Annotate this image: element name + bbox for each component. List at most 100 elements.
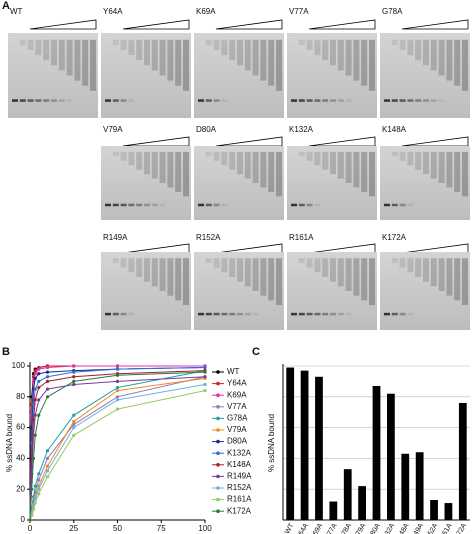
data-point	[72, 433, 76, 437]
data-point	[33, 372, 37, 376]
legend-marker	[216, 370, 220, 374]
bar	[286, 367, 295, 520]
shift-smear	[369, 39, 375, 91]
free-band	[345, 312, 352, 316]
shift-smear	[151, 258, 158, 287]
shift-smear	[276, 258, 282, 306]
data-point	[72, 382, 76, 387]
shift-smear	[58, 39, 65, 71]
data-point	[203, 382, 207, 387]
shift-smear	[221, 39, 228, 56]
shift-smear	[268, 258, 275, 301]
bar	[401, 453, 410, 520]
free-band	[213, 99, 220, 102]
shift-smear	[120, 39, 127, 50]
data-point	[37, 367, 41, 371]
bar	[387, 393, 395, 520]
free-band	[384, 203, 390, 207]
shift-smear	[159, 39, 166, 76]
free-band	[314, 312, 321, 316]
shift-smear	[423, 258, 429, 282]
data-point	[45, 449, 50, 453]
shift-smear	[112, 151, 119, 157]
data-point	[37, 472, 41, 476]
legend-marker	[216, 463, 220, 467]
y-tick-label: 100	[12, 361, 26, 370]
shift-smear	[322, 258, 329, 277]
legend-label: K69A	[227, 390, 247, 399]
x-tick-label: K69A	[310, 522, 325, 534]
free-band	[384, 99, 390, 102]
concentration-wedge	[308, 19, 376, 30]
free-band	[58, 99, 65, 102]
shift-smear	[337, 151, 344, 179]
shift-smear	[167, 39, 174, 81]
free-band	[384, 312, 390, 316]
free-band	[120, 203, 127, 207]
legend-marker	[216, 428, 220, 432]
concentration-wedge	[122, 243, 190, 254]
legend-marker	[216, 486, 220, 490]
gel-label: K69A	[196, 7, 216, 16]
free-band	[330, 312, 336, 316]
shift-smear	[260, 258, 267, 296]
free-band	[314, 203, 321, 207]
x-tick-label: K172A	[452, 522, 469, 534]
free-band	[291, 99, 297, 102]
free-band	[415, 99, 422, 102]
data-point	[45, 395, 50, 399]
y-axis-label: % ssDNA bound	[267, 414, 276, 472]
x-tick-label: G78A	[338, 522, 353, 534]
data-point	[115, 385, 120, 390]
x-tick-label: WT	[284, 522, 296, 534]
free-band	[252, 312, 259, 316]
shift-smear	[175, 258, 182, 301]
data-point	[115, 379, 120, 383]
gel-label: K148A	[382, 125, 407, 134]
bar	[358, 486, 366, 520]
concentration-wedge	[122, 136, 190, 147]
shift-smear	[391, 39, 398, 45]
shift-smear	[407, 151, 414, 166]
shift-smear	[136, 151, 143, 170]
free-band	[337, 99, 344, 102]
free-band	[330, 99, 336, 102]
shift-smear	[244, 39, 251, 71]
shift-smear	[353, 151, 360, 188]
shift-smear	[205, 151, 212, 157]
shift-smear	[244, 258, 251, 287]
shift-smear	[314, 39, 321, 56]
data-point	[33, 496, 37, 501]
free-band	[105, 312, 111, 316]
concentration-wedge	[215, 19, 283, 30]
y-tick-label: 40	[16, 454, 25, 463]
shift-smear	[82, 39, 89, 86]
shift-smear	[27, 39, 34, 50]
legend-label: K148A	[227, 460, 252, 469]
shift-smear	[229, 39, 236, 61]
free-band	[43, 99, 50, 102]
free-band	[66, 99, 73, 102]
x-tick-label: 50	[113, 524, 122, 533]
free-band	[120, 99, 127, 102]
free-band	[399, 203, 406, 207]
legend-marker	[216, 381, 220, 386]
shift-smear	[183, 39, 189, 91]
shift-smear	[430, 151, 437, 179]
shift-smear	[128, 151, 135, 166]
shift-smear	[74, 39, 81, 81]
data-point	[45, 475, 50, 479]
shift-smear	[144, 39, 150, 66]
free-band	[198, 203, 204, 207]
panel-label: A	[2, 0, 10, 12]
shift-smear	[353, 39, 360, 81]
concentration-wedge	[308, 136, 376, 147]
y-tick-label: 60	[16, 423, 25, 432]
data-point	[33, 376, 37, 380]
shift-smear	[128, 39, 135, 56]
bar	[415, 452, 424, 520]
gel-label: G78A	[382, 7, 403, 16]
x-tick-label: Y64A	[295, 522, 310, 534]
free-band	[105, 203, 111, 207]
